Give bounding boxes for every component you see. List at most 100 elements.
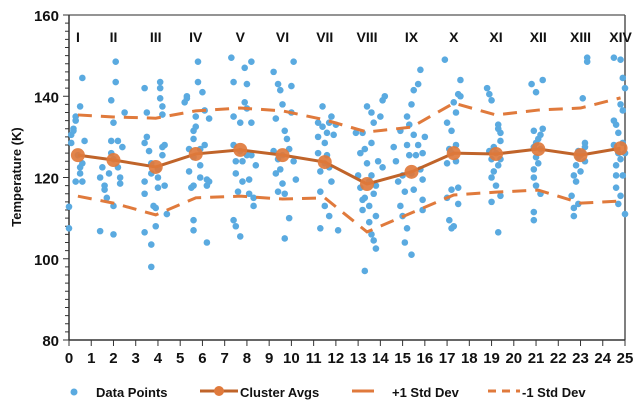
x-tick-label: 21 [528,350,545,367]
data-point [121,109,128,116]
data-point [243,80,251,88]
data-point [317,224,324,232]
cluster-avg-marker [233,142,248,157]
data-point [410,86,418,94]
data-point [248,119,255,126]
data-point [454,200,462,208]
data-point [488,97,495,104]
data-point [537,131,544,139]
cluster-label: II [110,29,118,45]
data-point [156,94,164,102]
cluster-label: XIV [609,29,632,45]
cluster-avg-marker [275,148,290,163]
x-tick-label: 14 [372,350,389,367]
data-point [248,151,255,159]
data-point [141,84,148,92]
data-point [368,139,375,147]
data-point [192,123,200,131]
cluster-label: III [150,29,162,45]
data-point [72,178,79,185]
data-point [452,109,460,116]
data-point [539,125,547,133]
legend-item-minus-std-dev: -1 Std Dev [488,385,586,400]
data-point [448,186,455,193]
x-tick-label: 15 [394,350,411,367]
data-point [377,113,384,120]
data-point [359,206,366,214]
data-point [492,182,500,189]
data-point [70,125,77,133]
data-point [617,101,624,108]
x-tick-label: 13 [350,350,367,367]
data-point [454,184,462,191]
x-tick-label: 5 [176,350,184,367]
x-tick-label: 12 [328,350,345,367]
data-point [530,216,538,224]
data-point [419,176,426,183]
data-point [321,139,329,147]
data-point [239,157,246,165]
data-point [412,151,420,159]
x-tick-label: 11 [306,350,322,367]
data-point [488,198,495,206]
data-point [363,103,371,110]
data-point [248,58,255,66]
legend-minus-std-dev-label: -1 Std Dev [522,385,586,400]
y-axis-title: Temperature (K) [9,127,24,226]
data-point [228,54,235,61]
data-point [421,133,429,141]
data-point [203,239,211,246]
x-tick-label: 22 [550,350,567,367]
data-point [372,212,380,220]
data-point [334,227,342,234]
data-point [579,94,587,102]
data-point [143,133,151,141]
minus-std-dev-line [77,188,621,234]
data-point [245,176,253,183]
cluster-label: IX [405,29,419,45]
data-point [159,111,166,118]
data-point [530,174,538,181]
data-point [363,159,371,167]
data-point [279,180,286,187]
data-point [317,188,324,196]
x-tick-label: 16 [416,350,433,367]
cluster-avg-marker [446,146,461,161]
data-point [330,131,337,139]
data-point [116,180,124,187]
data-point [572,162,580,169]
data-point [448,127,455,135]
data-point [112,78,120,86]
data-point [112,58,120,66]
y-tick-label: 100 [34,252,59,269]
data-point [497,137,504,145]
data-point [570,172,578,179]
data-point [234,188,242,196]
data-point [163,210,171,218]
data-point [141,178,148,185]
data-point [397,202,404,210]
legend-plus-std-dev-label: +1 Std Dev [392,385,460,400]
data-point [325,212,333,220]
data-point [374,157,382,165]
data-point [252,162,260,169]
data-point [497,192,504,200]
data-point [446,216,453,224]
data-point [76,170,84,177]
cluster-label: I [76,29,80,45]
x-tick-label: 0 [65,350,73,367]
data-point [96,227,104,235]
data-point [403,224,411,232]
data-point [368,109,375,116]
data-point [328,178,335,185]
data-point [615,200,622,208]
data-point [245,190,253,198]
x-tick-label: 25 [617,350,634,367]
data-point [276,166,284,173]
data-point [368,231,375,238]
data-point [319,103,326,110]
data-point [314,149,322,157]
data-point [612,184,620,191]
data-point [619,107,627,114]
